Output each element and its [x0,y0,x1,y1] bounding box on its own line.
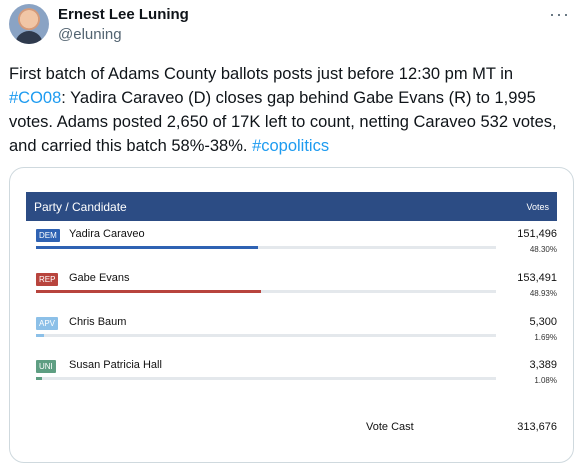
vote-share-bar [36,334,496,337]
party-badge: DEM [36,229,60,242]
more-options-icon[interactable]: ··· [549,4,570,24]
party-badge: UNI [36,360,56,373]
vote-percent: 1.69% [534,333,557,342]
vote-percent: 1.08% [534,376,557,385]
vote-count: 151,496 [517,228,557,240]
vote-share-bar-fill [36,290,261,293]
vote-share-bar [36,290,496,293]
candidate-name: Gabe Evans [69,272,130,284]
vote-share-bar [36,377,496,380]
vote-cast-total: 313,676 [517,421,557,433]
vote-percent: 48.30% [529,245,557,254]
tweet-text-part: First batch of Adams County ballots post… [9,65,514,83]
candidate-row: UNI Susan Patricia Hall 3,389 1.08% [26,355,557,399]
vote-count: 5,300 [529,316,557,328]
media-image[interactable]: Party / Candidate Votes DEM Yadira Carave… [9,167,574,463]
candidate-name: Yadira Caraveo [69,228,145,240]
tweet-text-part: : Yadira Caraveo (D) closes gap behind G… [9,89,557,155]
vote-share-bar-fill [36,334,44,337]
party-candidate-header: Party / Candidate [34,200,127,214]
user-handle[interactable]: @eluning [58,26,122,43]
vote-cast-label: Vote Cast [366,421,414,433]
avatar[interactable] [9,4,49,44]
vote-count: 153,491 [517,272,557,284]
vote-share-bar-fill [36,377,42,380]
votes-header: Votes [526,202,549,212]
candidate-row: APV Chris Baum 5,300 1.69% [26,312,557,356]
candidate-name: Chris Baum [69,316,127,328]
display-name[interactable]: Ernest Lee Luning [58,6,189,23]
vote-share-bar [36,246,496,249]
hashtag-link[interactable]: #CO08 [9,89,62,107]
tweet-text: First batch of Adams County ballots post… [9,62,569,158]
candidate-name: Susan Patricia Hall [69,359,162,371]
vote-count: 3,389 [529,359,557,371]
vote-percent: 48.93% [529,289,557,298]
hashtag-link[interactable]: #copolitics [252,137,330,155]
party-badge: APV [36,317,59,330]
results-table-header: Party / Candidate Votes [26,192,557,221]
party-badge: REP [36,273,59,286]
candidate-row: DEM Yadira Caraveo 151,496 48.30% [26,224,557,268]
candidate-row: REP Gabe Evans 153,491 48.93% [26,268,557,312]
vote-share-bar-fill [36,246,258,249]
